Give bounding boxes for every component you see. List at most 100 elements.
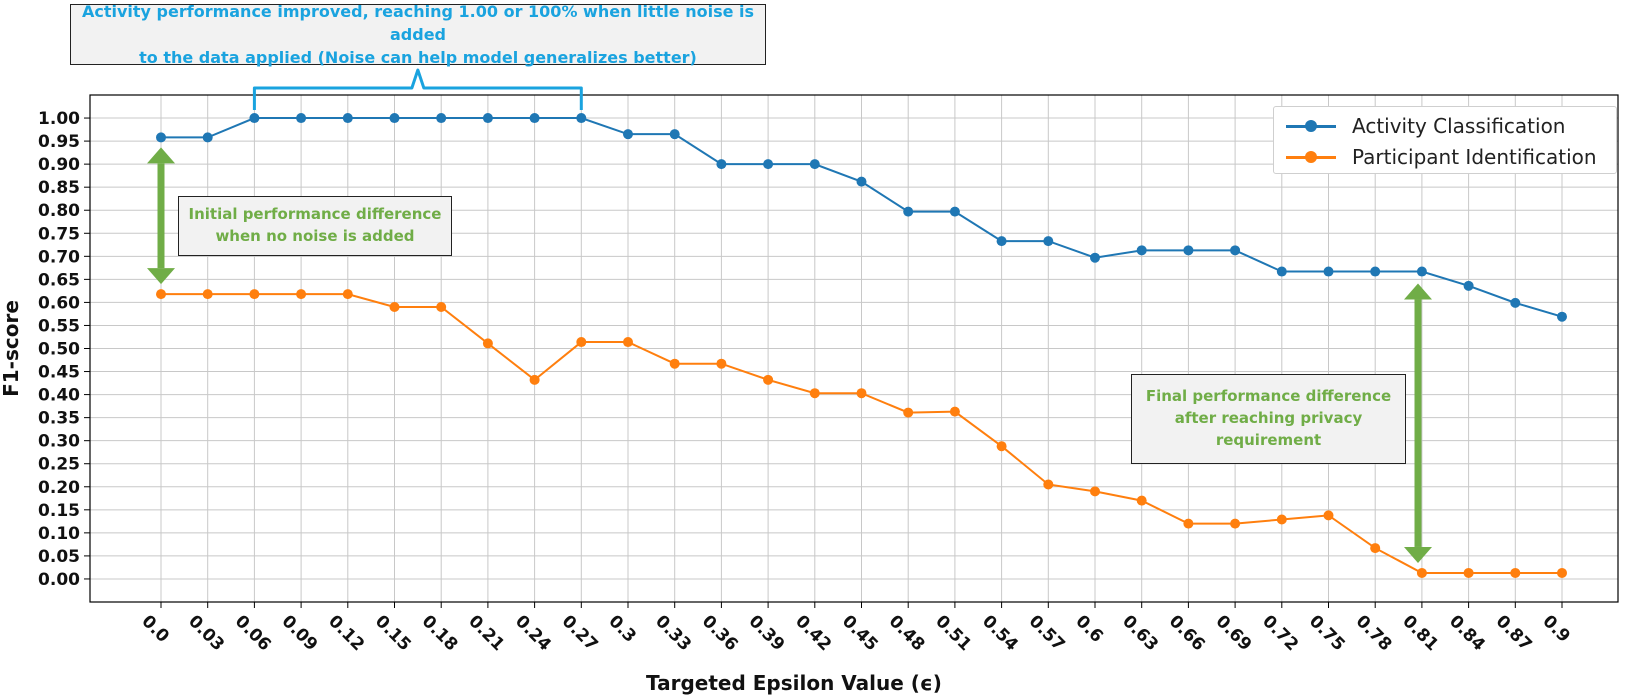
x-tick-label: 0.18 xyxy=(418,611,462,655)
y-tick-label: 0.45 xyxy=(38,363,80,383)
x-tick-label: 0.36 xyxy=(698,611,742,655)
legend-label: Participant Identification xyxy=(1352,145,1597,169)
data-point xyxy=(156,289,166,300)
data-point xyxy=(389,302,400,313)
arrow-head-down xyxy=(147,268,175,285)
legend-swatch-participant xyxy=(1282,142,1340,172)
y-tick-label: 0.05 xyxy=(38,547,80,567)
annotation-line: Activity performance improved, reaching … xyxy=(81,1,755,44)
data-point xyxy=(1090,486,1100,497)
x-tick-label: 0.0 xyxy=(137,611,173,647)
data-point xyxy=(482,113,493,124)
x-axis-ticks: 0.0 0.03 0.06 0.09 0.12 0.15 0.18 0.21 0.24 0.27 0… xyxy=(137,602,1574,655)
data-point xyxy=(1183,245,1194,256)
x-tick-label: 0.81 xyxy=(1398,611,1442,655)
x-tick-label: 0.33 xyxy=(651,611,695,655)
y-axis-ticks: 0.00 0.05 0.10 0.15 0.20 0.25 0.30 0.35 0.40 0.45… xyxy=(38,109,90,590)
data-point xyxy=(1510,567,1521,578)
data-point xyxy=(856,176,867,187)
final-difference-arrow xyxy=(1404,283,1432,563)
y-tick-label: 0.50 xyxy=(38,340,80,360)
x-tick-label: 0.87 xyxy=(1492,611,1536,655)
x-tick-label: 0.57 xyxy=(1025,611,1069,655)
annotation-final-difference: Final performance difference after reach… xyxy=(1131,374,1406,464)
data-point xyxy=(436,113,447,124)
y-tick-label: 0.70 xyxy=(38,247,80,267)
x-tick-label: 0.48 xyxy=(885,611,929,655)
data-point xyxy=(903,407,914,418)
data-point xyxy=(529,113,540,124)
data-point xyxy=(903,206,914,217)
bracket-plateau xyxy=(252,68,583,111)
data-point xyxy=(1557,311,1567,322)
data-point xyxy=(576,337,587,348)
x-tick-label: 0.54 xyxy=(978,611,1022,655)
y-tick-label: 0.25 xyxy=(38,455,80,475)
x-tick-label: 0.9 xyxy=(1538,611,1573,646)
y-tick-label: 0.00 xyxy=(38,570,80,590)
x-axis-label: Targeted Epsilon Value (ϵ) xyxy=(646,671,942,695)
legend-dot-marker xyxy=(1305,120,1317,132)
y-tick-label: 0.60 xyxy=(38,293,80,313)
y-tick-label: 0.95 xyxy=(38,132,80,152)
x-tick-label: 0.84 xyxy=(1445,611,1489,655)
data-point xyxy=(389,113,400,124)
x-tick-label: 0.51 xyxy=(931,611,975,655)
annotation-activity-improved: Activity performance improved, reaching … xyxy=(70,2,766,67)
data-point xyxy=(342,289,353,300)
series-activity-classification xyxy=(156,113,1567,322)
data-point xyxy=(996,236,1007,247)
x-tick-label: 0.66 xyxy=(1165,611,1209,655)
data-point xyxy=(1043,479,1054,490)
data-point xyxy=(249,113,260,124)
data-point xyxy=(436,302,447,313)
y-tick-label: 0.40 xyxy=(38,386,80,406)
x-tick-label: 0.06 xyxy=(231,611,275,655)
series-layer xyxy=(156,113,1567,578)
annotation-line: after reaching privacy xyxy=(1174,409,1363,428)
data-point xyxy=(669,358,680,369)
y-tick-label: 0.90 xyxy=(38,155,80,175)
data-point xyxy=(576,113,587,124)
x-tick-label: 0.45 xyxy=(838,611,882,655)
x-tick-label: 0.15 xyxy=(371,611,415,655)
data-point xyxy=(202,132,213,143)
y-tick-label: 0.80 xyxy=(38,201,80,221)
arrow-head-up xyxy=(147,147,175,164)
data-point xyxy=(1090,252,1100,263)
x-tick-label: 0.63 xyxy=(1118,611,1162,655)
x-tick-label: 0.6 xyxy=(1071,611,1106,646)
legend-swatch-activity xyxy=(1282,111,1340,141)
x-tick-label: 0.27 xyxy=(558,611,602,655)
y-tick-label: 0.15 xyxy=(38,501,80,521)
annotation-line: when no noise is added xyxy=(215,227,415,245)
data-point xyxy=(623,129,633,140)
x-tick-label: 0.21 xyxy=(464,611,508,655)
y-tick-label: 0.30 xyxy=(38,432,80,452)
data-point xyxy=(716,358,727,369)
x-tick-label: 0.3 xyxy=(604,611,639,646)
y-tick-label: 0.55 xyxy=(38,316,80,336)
data-point xyxy=(1276,266,1287,277)
data-point xyxy=(1043,236,1054,247)
x-tick-label: 0.72 xyxy=(1258,611,1302,655)
y-tick-label: 0.85 xyxy=(38,178,80,198)
x-tick-label: 0.69 xyxy=(1212,611,1256,655)
x-tick-label: 0.09 xyxy=(278,611,322,655)
arrow-shaft xyxy=(157,163,165,269)
arrow-head-down xyxy=(1404,546,1432,563)
y-tick-label: 0.65 xyxy=(38,270,80,290)
y-tick-label: 0.75 xyxy=(38,224,80,244)
series-participant-identification xyxy=(156,289,1567,578)
annotation-line: Final performance difference xyxy=(1145,387,1392,406)
data-point xyxy=(856,388,867,399)
data-point xyxy=(949,406,960,417)
data-point xyxy=(1510,297,1521,308)
data-point xyxy=(1183,518,1194,529)
data-point xyxy=(202,289,213,300)
y-tick-label: 0.20 xyxy=(38,478,80,498)
y-tick-label: 0.35 xyxy=(38,409,80,429)
data-point xyxy=(623,337,633,348)
data-point xyxy=(809,388,820,399)
